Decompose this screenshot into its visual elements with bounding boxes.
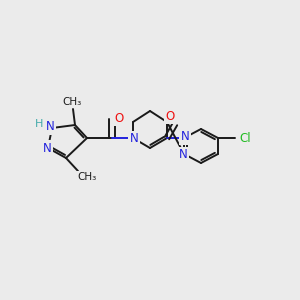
Text: CH₃: CH₃ [77, 172, 97, 182]
Text: N: N [178, 148, 188, 161]
Text: N: N [130, 133, 138, 146]
Text: N: N [46, 121, 54, 134]
Text: N: N [181, 130, 189, 143]
Text: N: N [43, 142, 51, 154]
Text: H: H [35, 119, 43, 129]
Text: O: O [165, 110, 175, 122]
Text: O: O [114, 112, 124, 124]
Text: Cl: Cl [239, 131, 251, 145]
Text: CH₃: CH₃ [62, 97, 82, 107]
